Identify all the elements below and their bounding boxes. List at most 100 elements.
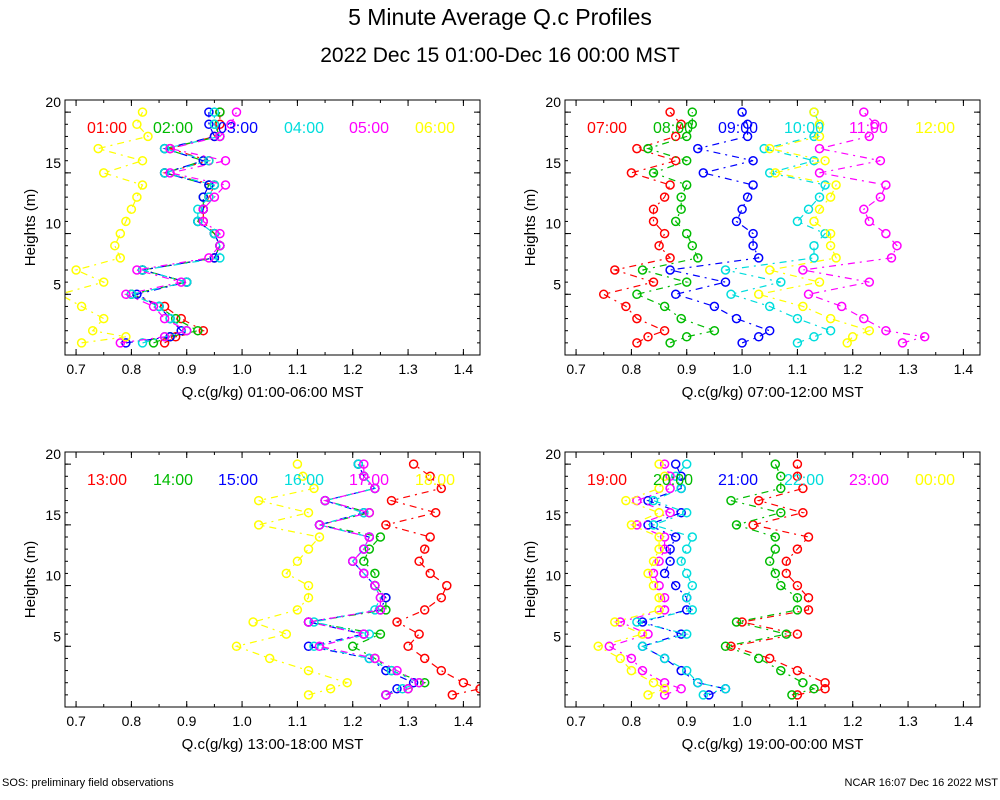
data-point [919,332,930,342]
data-point [215,240,225,251]
x-tick-label: 0.9 [677,713,697,729]
data-point [892,240,902,251]
x-tick-label: 1.2 [343,713,363,729]
data-point [110,240,120,251]
profile-panel-bottom-right: 0.7 0.8 0.9 1.0 1.1 1.2 1.3 1.4 5 10 15 20 Q.c(g/kg)… [522,446,981,753]
data-point [659,653,670,664]
series-line-10:00 [725,111,833,344]
legend-entry-17:00: 17:00 [349,472,389,489]
data-point [381,605,391,615]
data-point [676,556,686,567]
data-point [748,155,758,166]
data-point [814,204,825,215]
data-point [792,580,803,591]
x-tick-label: 0.8 [122,361,142,377]
data-point [709,301,720,312]
data-point [681,665,692,676]
data-point [798,265,808,275]
data-point [781,556,792,567]
data-point [370,568,380,579]
data-point [204,107,214,117]
x-axis-label: Q.c(g/kg) 19:00-00:00 MST [682,736,864,753]
data-point [776,483,786,494]
x-tick-label: 1.1 [288,361,308,377]
data-point [198,192,209,202]
data-point [726,495,736,506]
data-point [430,507,441,518]
data-point [764,168,775,178]
data-point [676,119,686,130]
legend-entry-14:00: 14:00 [153,472,193,489]
profile-panel-top-left: 0.7 0.8 0.9 1.0 1.1 1.2 1.3 1.4 5 10 15 20 Q.c(g/kg)… [22,94,481,401]
data-point [359,544,369,554]
y-tick-label: 10 [545,216,561,232]
profile-panel-bottom-left: 0.7 0.8 0.9 1.0 1.1 1.2 1.3 1.4 5 10 15 20 Q.c(g/kg)… [22,446,481,753]
data-point [209,119,220,130]
data-point [303,641,314,652]
data-point [803,532,814,542]
data-point [831,253,841,263]
data-point [809,684,819,694]
data-point [159,301,170,312]
data-point [792,592,803,603]
data-point [809,240,819,251]
legend-entry-19:00: 19:00 [587,472,627,489]
x-tick-label: 1.4 [454,361,474,377]
chart-title: 5 Minute Average Q.c Profiles [348,4,652,30]
data-point [314,641,325,652]
data-point [253,495,264,506]
data-point [659,568,670,579]
data-point [670,580,681,591]
data-point [764,301,775,312]
data-point [825,325,836,336]
x-axis-label: Q.c(g/kg) 07:00-12:00 MST [682,384,864,401]
legend-entry-05:00: 05:00 [349,120,389,137]
data-point [436,665,447,676]
data-point [681,228,692,239]
data-point [859,204,869,215]
data-point [676,192,686,202]
data-point [303,544,314,554]
x-tick-label: 1.3 [398,361,418,377]
data-point [659,325,670,336]
data-point [626,520,637,530]
data-point [859,313,869,324]
data-point [681,507,692,518]
data-point [621,301,631,312]
y-tick-label: 5 [553,276,561,292]
data-point [659,228,670,239]
data-point [687,532,698,542]
data-point [776,277,786,287]
data-point [204,155,214,166]
data-point [798,507,808,518]
data-point [792,338,803,348]
data-point [659,459,670,469]
data-point [643,143,653,154]
data-point [665,338,675,348]
data-point [654,556,664,567]
series-line-19:00 [730,464,826,696]
data-point [419,677,430,688]
x-tick-label: 1.2 [343,361,363,377]
data-point [632,520,642,530]
data-point [231,641,242,652]
data-point [776,471,786,482]
data-point [809,107,819,117]
data-point [670,471,681,482]
data-point [414,556,424,567]
data-point [215,119,225,130]
data-point [176,277,186,287]
data-point [770,459,781,469]
y-tick-label: 10 [545,568,561,584]
data-point [792,605,803,615]
x-axis-label: Q.c(g/kg) 13:00-18:00 MST [182,736,364,753]
data-point [781,568,792,579]
data-point [681,155,692,166]
data-point [720,684,731,694]
data-point [814,119,825,130]
data-point [209,228,220,239]
data-point [709,325,720,336]
data-point [670,155,681,166]
legend-entry-08:00: 08:00 [653,120,693,137]
data-point [303,690,314,700]
